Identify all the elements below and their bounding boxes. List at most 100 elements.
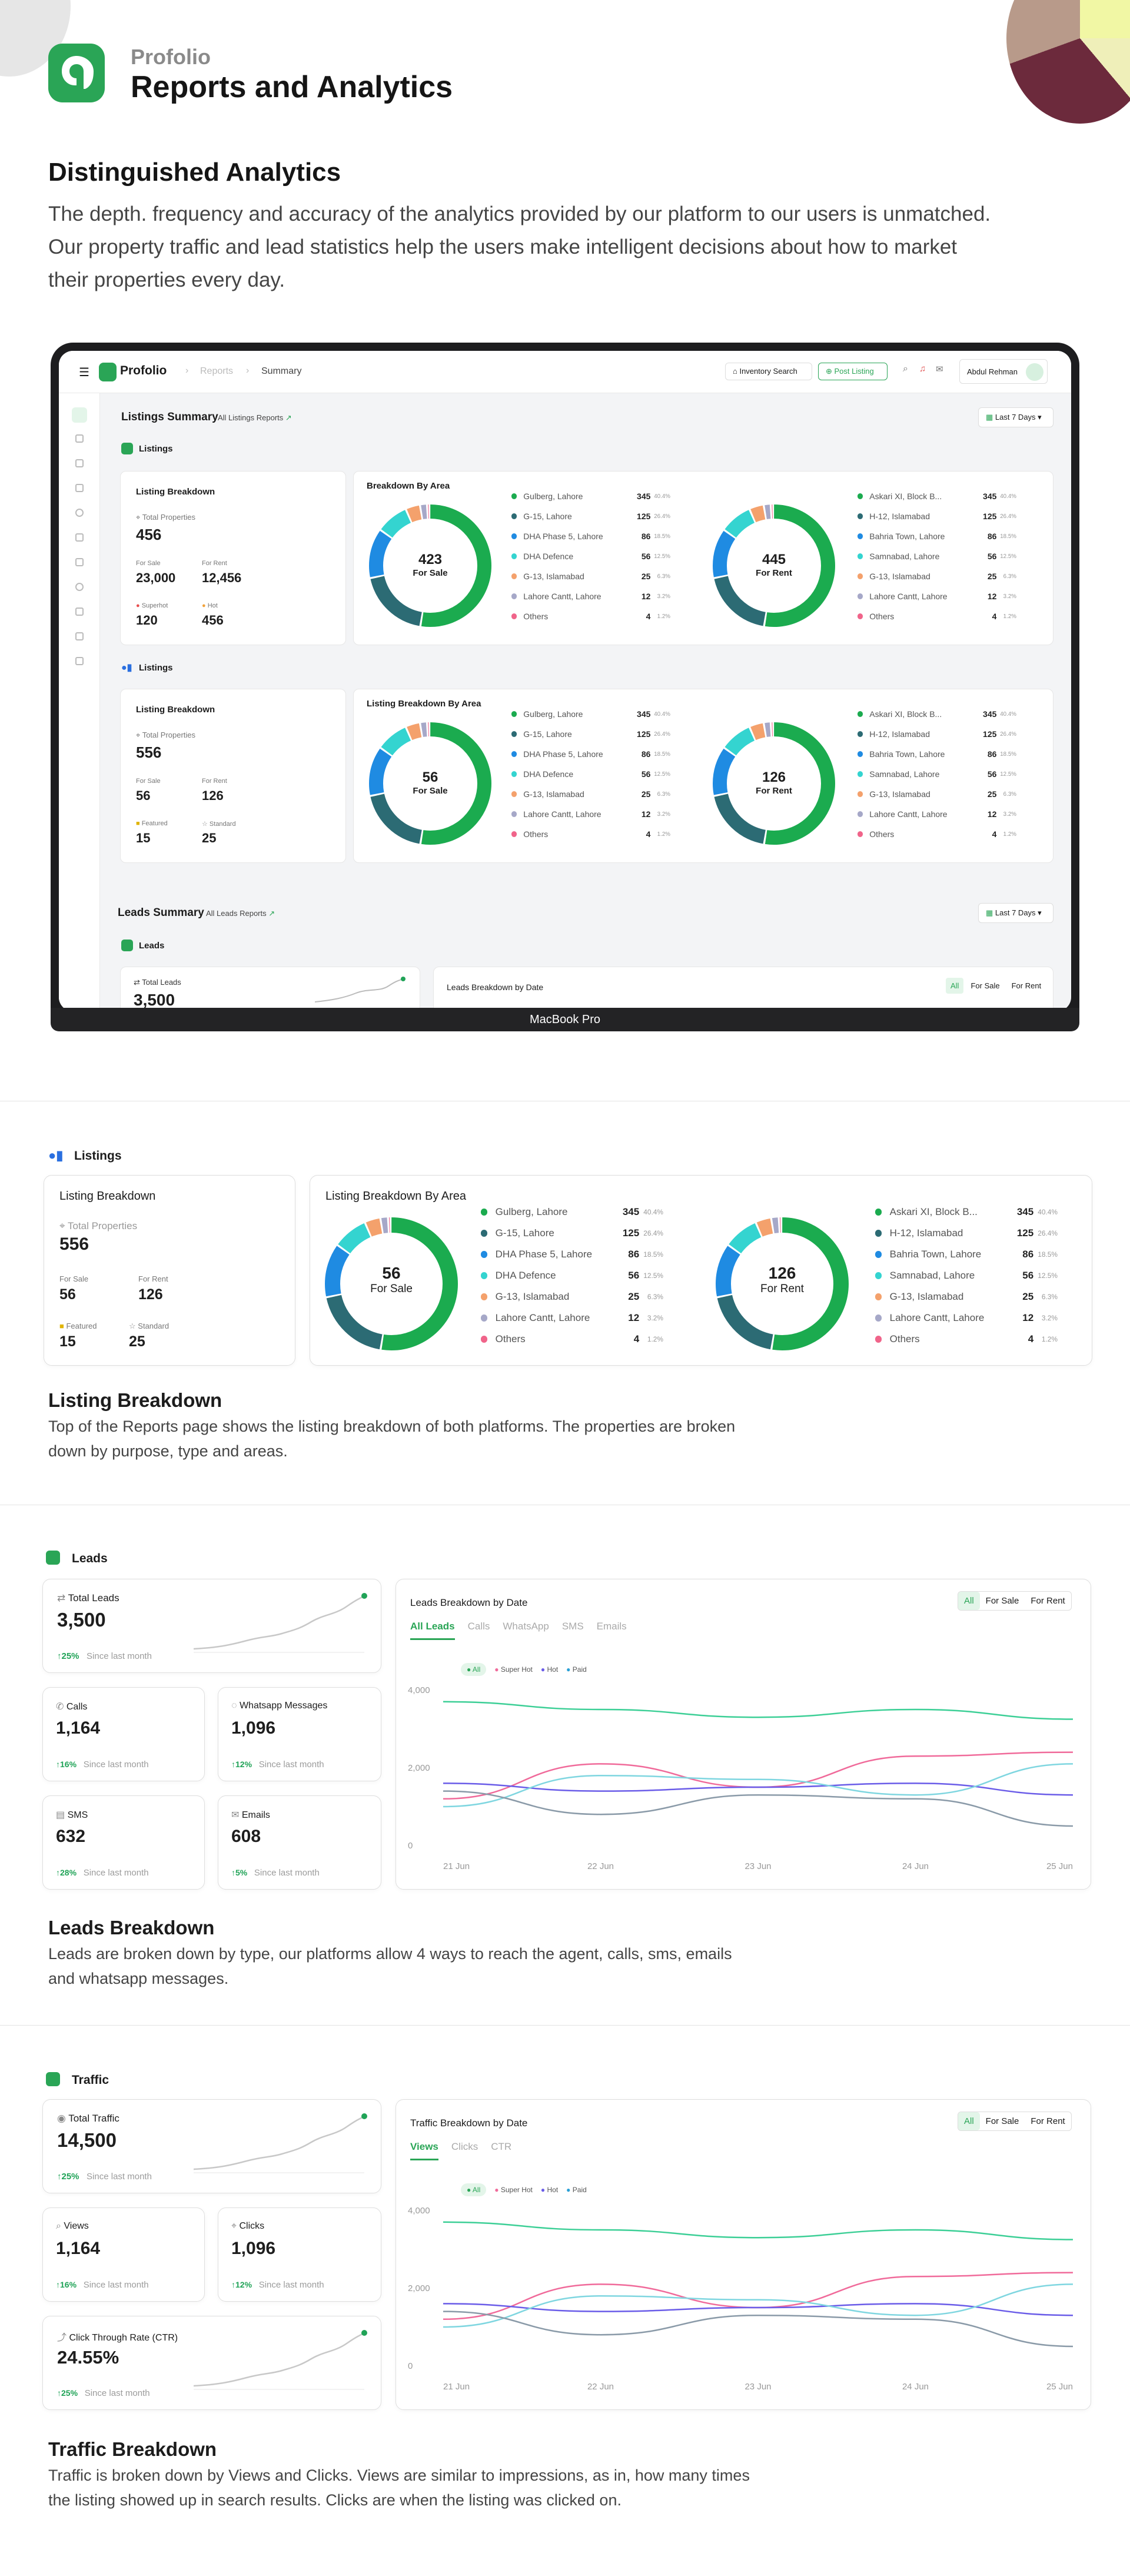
tab-clicks[interactable]: Clicks — [451, 2141, 478, 2152]
legend-value: 125 — [637, 729, 651, 739]
filter-group: All For Sale For Rent — [958, 1591, 1072, 1611]
legend-hot[interactable]: ● Hot — [541, 2186, 558, 2194]
bell-icon[interactable]: ♫ — [919, 364, 926, 374]
filter-for-rent[interactable]: For Rent — [1031, 1596, 1065, 1606]
views-label: ⌕ Views — [56, 2221, 89, 2232]
legend-value: 345 — [983, 492, 997, 501]
legend-all[interactable]: ● All — [461, 1663, 487, 1676]
app-sidebar — [59, 393, 100, 1011]
profolio-logo — [48, 44, 105, 102]
intro-line: The depth. frequency and accuracy of the… — [48, 203, 991, 225]
intro-line: their properties every day. — [48, 268, 285, 291]
legend-value: 25 — [987, 572, 997, 581]
filter-for-sale[interactable]: For Sale — [971, 981, 1000, 990]
breadcrumb-reports[interactable]: Reports — [200, 366, 234, 376]
legend-paid[interactable]: ● Paid — [566, 1665, 587, 1674]
donut-segment — [369, 722, 491, 845]
featured-value: 15 — [136, 831, 151, 845]
search-icon: ⌕ — [56, 2221, 64, 2231]
menu-icon[interactable]: ☰ — [79, 366, 89, 379]
legend-hot[interactable]: ● Hot — [541, 1665, 558, 1674]
calls-label-text: Calls — [66, 1702, 88, 1712]
brand-name: Profolio — [131, 45, 211, 69]
filter-for-sale[interactable]: For Sale — [985, 2116, 1019, 2126]
sidebar-item-icon[interactable] — [75, 533, 84, 542]
filter-all[interactable]: All — [958, 2112, 980, 2130]
featured-value: 15 — [59, 1333, 76, 1350]
legend-dot — [858, 831, 863, 837]
legend-name: G-13, Islamabad — [523, 572, 584, 581]
change-row: ↑25% Since last month — [57, 2172, 152, 2182]
filter-for-rent[interactable]: For Rent — [1011, 981, 1042, 990]
legend-super-hot[interactable]: ● Super Hot — [494, 1665, 533, 1674]
app-logo-icon[interactable] — [99, 363, 117, 381]
sidebar-item-icon[interactable] — [75, 657, 84, 665]
legend-row: H-12, Islamabad 125 26.4% — [858, 512, 1016, 521]
tab-views[interactable]: Views — [410, 2141, 438, 2160]
legend-dot — [511, 573, 517, 579]
legend-super-hot[interactable]: ● Super Hot — [494, 2186, 533, 2194]
tab-ctr[interactable]: CTR — [491, 2141, 512, 2152]
filter-for-rent[interactable]: For Rent — [1031, 2116, 1065, 2126]
tab-all-leads[interactable]: All Leads — [410, 1621, 455, 1640]
all-listings-reports-link[interactable]: All Listings Reports ↗ — [218, 413, 292, 423]
filter-all[interactable]: All — [958, 1592, 980, 1610]
calendar-icon: ▦ — [986, 908, 995, 917]
inventory-search-button[interactable]: ⌂ Inventory Search — [725, 363, 812, 380]
sidebar-item-icon[interactable] — [75, 509, 84, 517]
profolio-small-icon — [46, 1551, 60, 1565]
card-title: Listing Breakdown By Area — [325, 1190, 467, 1203]
mail-icon[interactable]: ✉ — [936, 364, 943, 374]
sidebar-item-reports-icon[interactable] — [72, 407, 87, 423]
tab-sms[interactable]: SMS — [561, 1621, 584, 1632]
user-name: Abdul Rehman — [967, 367, 1018, 376]
x-tick-label: 25 Jun — [1046, 1861, 1073, 1871]
tab-emails[interactable]: Emails — [596, 1621, 627, 1632]
legend-all[interactable]: ● All — [461, 2183, 487, 2196]
sidebar-item-icon[interactable] — [75, 608, 84, 616]
for-sale-value: 56 — [59, 1286, 76, 1303]
sidebar-item-icon[interactable] — [75, 583, 84, 591]
app-brand: Profolio — [120, 364, 167, 377]
y-tick-label: 2,000 — [408, 1763, 430, 1773]
legend-pct: 6.3% — [1041, 1293, 1058, 1301]
post-listing-label: Post Listing — [834, 367, 874, 376]
legend-row: G-13, Islamabad 25 6.3% — [481, 1291, 663, 1303]
sidebar-item-icon[interactable] — [75, 632, 84, 640]
sidebar-item-icon[interactable] — [75, 484, 84, 492]
search-icon[interactable]: ⌕ — [903, 364, 908, 374]
legend-dot — [511, 831, 517, 837]
sidebar-item-icon[interactable] — [75, 558, 84, 566]
sidebar-item-icon[interactable] — [75, 459, 84, 467]
tab-whatsapp[interactable]: WhatsApp — [503, 1621, 549, 1632]
legend-value: 12 — [641, 592, 651, 601]
listings-label: Listings — [74, 1149, 122, 1163]
x-tick-label: 21 Jun — [443, 1861, 470, 1871]
legend-value: 4 — [646, 829, 651, 839]
whatsapp-value: 1,096 — [231, 1718, 276, 1738]
filter-all[interactable]: All — [946, 978, 964, 994]
legend-value: 25 — [1022, 1291, 1034, 1302]
change-row: ↑16% Since last month — [56, 2280, 149, 2290]
inventory-search-label: Inventory Search — [739, 367, 797, 376]
legend-paid[interactable]: ● Paid — [566, 2186, 587, 2194]
legend-row: G-13, Islamabad 25 6.3% — [511, 572, 670, 581]
for-rent-value: 12,456 — [202, 570, 242, 585]
sidebar-item-icon[interactable] — [75, 434, 84, 443]
arrow-up-icon: ↑ — [56, 1760, 60, 1769]
legend-value: 4 — [992, 612, 997, 621]
all-leads-reports-link[interactable]: All Leads Reports ↗ — [206, 909, 275, 918]
legend-name: G-15, Lahore — [495, 1227, 554, 1239]
user-menu[interactable]: Abdul Rehman — [959, 359, 1048, 384]
date-range-value: Last 7 Days — [995, 908, 1036, 917]
series-line — [443, 1790, 1074, 1827]
eye-icon: ◉ — [57, 2113, 69, 2124]
legend-dot — [875, 1314, 882, 1322]
post-listing-button[interactable]: ⊕ Post Listing — [818, 363, 888, 380]
tab-calls[interactable]: Calls — [467, 1621, 490, 1632]
donut-segment — [369, 504, 491, 627]
date-range-select[interactable]: ▦ Last 7 Days ▾ — [978, 407, 1053, 427]
date-range-select[interactable]: ▦ Last 7 Days ▾ — [978, 903, 1053, 923]
filter-for-sale[interactable]: For Sale — [985, 1596, 1019, 1606]
legend-value: 86 — [987, 749, 997, 759]
